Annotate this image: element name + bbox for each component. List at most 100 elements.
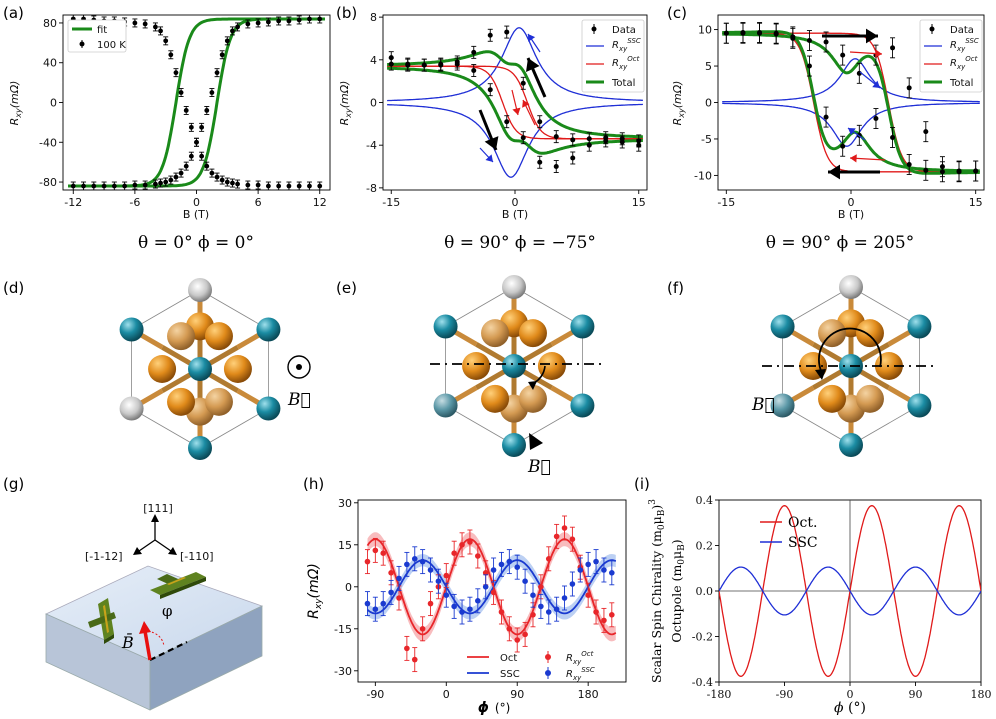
field-arrow-g-icon [143, 630, 152, 661]
data-point-down [235, 181, 240, 187]
mn-atom [167, 387, 196, 416]
data-point-down [178, 90, 184, 95]
data-point-sweep-down [454, 59, 460, 65]
ssc-data-point [530, 592, 536, 598]
total-curve-up [722, 32, 980, 175]
ssc-data-point [467, 606, 473, 612]
x-tick-label: 12 [313, 196, 327, 209]
oct-data-point [427, 600, 434, 607]
oct-curve-down [387, 65, 643, 140]
y-tick-label: 0 [345, 581, 352, 594]
data-point-sweep-down [553, 134, 559, 140]
data-point-sweep-up [570, 155, 576, 161]
mn-atom [818, 384, 847, 413]
data-point-down [158, 28, 163, 34]
x-tick-label: 0 [848, 196, 855, 209]
x-tick-label: 0 [193, 196, 200, 209]
y-tick-label: 0 [50, 97, 57, 110]
data-point-sweep-up [487, 87, 493, 93]
ssc-data-point [435, 578, 442, 584]
ssc-curve-down [722, 102, 980, 147]
legend-h-oct: Oct [500, 653, 517, 664]
corner-atom [256, 317, 281, 342]
y-tick-label: 0 [705, 97, 712, 110]
chart-i-legend: Oct. SSC [760, 515, 818, 551]
ssc-data-point [538, 603, 544, 610]
data-point-up [235, 24, 240, 30]
data-point-up [230, 28, 235, 34]
ssc-curve-up [387, 27, 643, 102]
y-tick-label: 15 [338, 539, 352, 552]
legend-data-swatch [79, 41, 85, 47]
data-point-up [168, 177, 174, 183]
data-point-up [122, 183, 128, 189]
data-point-sweep-down [840, 52, 846, 58]
data-point-up [209, 90, 215, 95]
ssc-data-point [569, 581, 576, 587]
data-point-sweep-up [471, 67, 477, 73]
ssc-data-point [490, 567, 497, 573]
data-point-sweep-up [923, 167, 929, 173]
oct-data-point [411, 656, 418, 663]
mn-atom [167, 322, 196, 351]
data-point-sweep-down [438, 61, 444, 67]
data-point-sweep-down [421, 62, 427, 68]
data-point-sweep-up [890, 135, 896, 140]
chart-h-ticks: -90 0 90 180 -30 -15 0 15 30 [334, 497, 599, 701]
sweep-arrow-right-icon-head [866, 28, 878, 44]
device-schematic: [111] [-1-12] [-110] B̄ φ [45, 502, 264, 711]
oct-data-point [561, 525, 568, 531]
data-point-up [276, 18, 282, 24]
ssc-data-point [482, 584, 489, 590]
data-point-up [224, 38, 230, 44]
corner-atom [839, 433, 863, 457]
x-tick-label: 90 [510, 688, 524, 701]
oct-data-point [553, 533, 560, 540]
panel-label-c: (c) [667, 4, 687, 22]
data-point-sweep-up [520, 135, 526, 141]
chart-a-plot [68, 15, 325, 190]
hall-bar-device-1 [150, 572, 206, 599]
x-tick-label: -90 [776, 688, 794, 701]
ssc-data-point [404, 561, 410, 568]
data-point-up [214, 70, 220, 76]
data-point-up [111, 183, 117, 189]
mn-atom [462, 352, 491, 380]
data-point-down [276, 183, 282, 189]
data-point-up [132, 182, 138, 188]
data-point-sweep-down [923, 129, 929, 135]
y-tick-label: 0.2 [696, 540, 714, 553]
data-point-down [142, 21, 148, 27]
ssc-data-point [459, 609, 465, 615]
ssc-data-point [443, 592, 450, 598]
chart-c-xlabel: B (T) [838, 208, 864, 221]
data-point-down [132, 20, 138, 26]
chart-h-frame [357, 499, 627, 683]
data-point-sweep-down [890, 45, 896, 51]
data-point-up [307, 16, 312, 22]
mn-atom [204, 322, 233, 351]
data-point-sweep-down [570, 137, 576, 143]
corner-atom [256, 396, 281, 421]
data-point-down [265, 183, 271, 189]
oct-data-point [372, 547, 379, 554]
chart-b-legend: Data RxySSC RxyOct Total [581, 19, 645, 93]
chart-i-ticks: -180 -90 0 90 180 -0.4 -0.2 0.0 0.2 0.4 [692, 494, 992, 701]
x-tick-label: 0 [443, 688, 450, 701]
field-label-g: B̄ [121, 631, 134, 652]
sweep-arrow-ssc2-icon-head [848, 128, 856, 136]
ssc-data-point [609, 570, 615, 576]
crystal-structure-e [433, 275, 595, 457]
axis-m1m12-label: [-1-12] [85, 550, 123, 563]
caption-a: θ = 0° ϕ = 0° [138, 233, 254, 253]
corner-atom [433, 393, 458, 418]
corner-atom [188, 436, 212, 460]
ssc-data-point [577, 567, 584, 573]
data-point-sweep-up [553, 164, 559, 170]
chart-b-xlabel: B (T) [502, 208, 528, 221]
sweep-arrow-ssc-icon-head [872, 80, 880, 88]
mn-atom [518, 319, 547, 348]
mn-atom [537, 352, 566, 380]
ssc-data-point [553, 606, 560, 612]
